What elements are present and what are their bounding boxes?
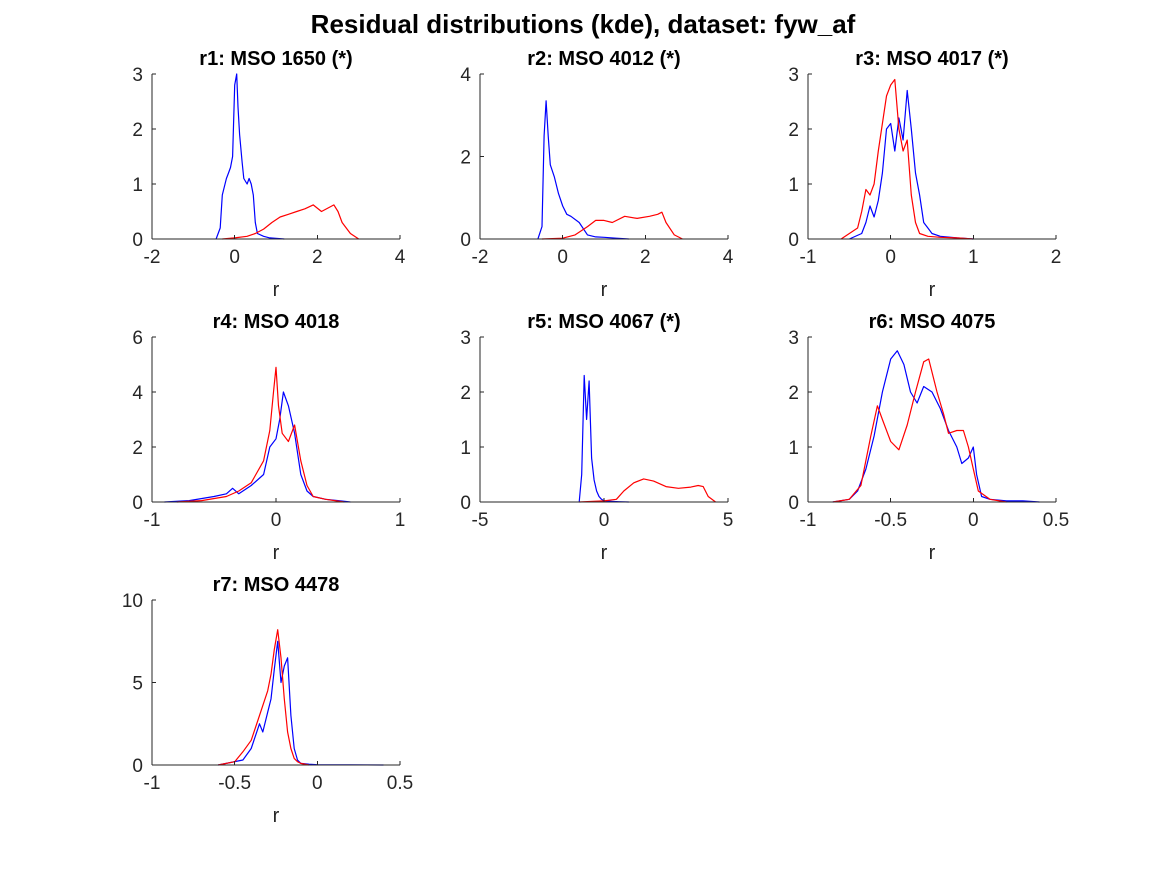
x-tick-label: 5 xyxy=(723,510,734,531)
subplot-title: r3: MSO 4017 (*) xyxy=(855,48,1008,70)
figure-title: Residual distributions (kde), dataset: f… xyxy=(311,9,856,39)
x-axis-label: r xyxy=(601,279,608,301)
y-tick-label: 3 xyxy=(460,328,471,349)
y-tick-label: 3 xyxy=(788,65,799,86)
y-tick-label: 2 xyxy=(460,148,471,169)
y-tick-label: 1 xyxy=(788,175,799,196)
y-tick-label: 3 xyxy=(788,328,799,349)
x-axis-label: r xyxy=(273,279,280,301)
subplot-title: r5: MSO 4067 (*) xyxy=(527,311,680,333)
subplot-title: r6: MSO 4075 xyxy=(869,311,996,333)
x-tick-label: 0.5 xyxy=(1043,510,1069,531)
y-tick-label: 0 xyxy=(460,230,471,251)
x-tick-label: -1 xyxy=(800,247,817,268)
y-tick-label: 0 xyxy=(132,756,143,777)
subplot-r7: r7: MSO 4478 -1 -0.5 0 0.5 0 5 10 r xyxy=(122,574,413,827)
y-tick-label: 3 xyxy=(132,65,143,86)
y-tick-label: 5 xyxy=(132,674,143,695)
y-tick-label: 0 xyxy=(460,493,471,514)
x-tick-label: -0.5 xyxy=(874,510,907,531)
series-line-blue xyxy=(578,374,629,503)
y-tick-label: 6 xyxy=(132,328,143,349)
x-tick-label: 4 xyxy=(395,247,406,268)
y-tick-label: 2 xyxy=(132,438,143,459)
x-axis-label: r xyxy=(273,542,280,564)
x-tick-label: 4 xyxy=(723,247,734,268)
subplot-r6: r6: MSO 4075 -1 -0.5 0 0.5 0 1 2 3 r xyxy=(788,311,1069,564)
series-line-red xyxy=(541,211,683,240)
series-line-blue xyxy=(849,89,974,240)
x-tick-label: -0.5 xyxy=(218,773,251,794)
subplot-title: r7: MSO 4478 xyxy=(213,574,340,596)
series-line-red xyxy=(832,358,1007,503)
y-tick-label: 0 xyxy=(132,493,143,514)
y-tick-label: 2 xyxy=(460,383,471,404)
y-tick-label: 1 xyxy=(460,438,471,459)
subplot-title: r2: MSO 4012 (*) xyxy=(527,48,680,70)
x-tick-label: 0 xyxy=(229,247,240,268)
x-tick-label: 0 xyxy=(599,510,610,531)
x-tick-label: 2 xyxy=(1051,247,1062,268)
x-axis-label: r xyxy=(929,279,936,301)
series-line-red xyxy=(217,629,310,766)
y-tick-label: 0 xyxy=(788,493,799,514)
x-tick-label: 2 xyxy=(640,247,651,268)
series-line-blue xyxy=(164,391,351,503)
x-tick-label: 0 xyxy=(557,247,568,268)
y-tick-label: 2 xyxy=(788,120,799,141)
x-axis-label: r xyxy=(929,542,936,564)
x-tick-label: 1 xyxy=(395,510,406,531)
x-tick-label: -1 xyxy=(144,773,161,794)
y-tick-label: 1 xyxy=(788,438,799,459)
x-tick-label: 2 xyxy=(312,247,323,268)
x-tick-label: -1 xyxy=(144,510,161,531)
x-tick-label: -2 xyxy=(144,247,161,268)
x-axis-label: r xyxy=(601,542,608,564)
series-line-blue xyxy=(217,640,384,766)
series-line-red xyxy=(579,478,716,503)
x-tick-label: 0 xyxy=(885,247,896,268)
x-tick-label: 1 xyxy=(968,247,979,268)
series-line-blue xyxy=(537,100,629,240)
x-tick-label: 0 xyxy=(271,510,282,531)
subplot-title: r4: MSO 4018 xyxy=(213,311,340,333)
series-line-red xyxy=(840,78,974,240)
x-tick-label: -1 xyxy=(800,510,817,531)
y-tick-label: 4 xyxy=(460,65,471,86)
series-line-red xyxy=(222,204,360,240)
y-tick-label: 0 xyxy=(788,230,799,251)
series-line-blue xyxy=(832,350,1040,503)
series-line-blue xyxy=(215,73,285,240)
y-tick-label: 4 xyxy=(132,383,143,404)
x-tick-label: 0 xyxy=(312,773,323,794)
subplot-title: r1: MSO 1650 (*) xyxy=(199,48,352,70)
y-tick-label: 0 xyxy=(132,230,143,251)
y-tick-label: 2 xyxy=(788,383,799,404)
y-tick-label: 10 xyxy=(122,591,143,612)
series-line-red xyxy=(176,366,345,503)
x-tick-label: -2 xyxy=(472,247,489,268)
x-tick-label: 0.5 xyxy=(387,773,413,794)
x-tick-label: -5 xyxy=(472,510,489,531)
y-tick-label: 2 xyxy=(132,120,143,141)
x-tick-label: 0 xyxy=(968,510,979,531)
x-axis-label: r xyxy=(273,805,280,827)
y-tick-label: 1 xyxy=(132,175,143,196)
